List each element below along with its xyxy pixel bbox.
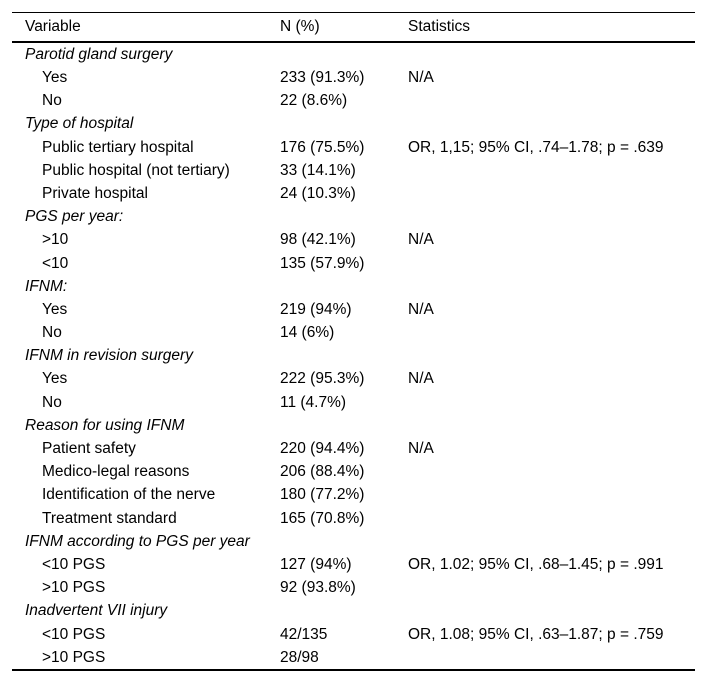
variable-cell: Yes: [42, 69, 68, 87]
variable-cell: >10 PGS: [42, 579, 106, 597]
table-row: No 11 (4.7%): [12, 391, 695, 414]
table-row: No 14 (6%): [12, 321, 695, 344]
stats-cell: N/A: [408, 370, 434, 388]
table-row: Identification of the nerve 180 (77.2%): [12, 484, 695, 507]
n-cell: 92 (93.8%): [280, 579, 356, 597]
stats-cell: OR, 1.08; 95% CI, .63–1.87; p = .759: [408, 625, 664, 643]
section-label: Reason for using IFNM: [25, 416, 185, 434]
n-cell: 22 (8.6%): [280, 92, 348, 110]
section-header-row: IFNM in revision surgery: [12, 344, 695, 367]
n-cell: 33 (14.1%): [280, 161, 356, 179]
table-row: No 22 (8.6%): [12, 89, 695, 112]
n-cell: 98 (42.1%): [280, 231, 356, 249]
variable-cell: No: [42, 324, 62, 342]
column-header-statistics: Statistics: [408, 18, 471, 36]
statistics-table: Variable N (%) Statistics Parotid gland …: [12, 12, 695, 672]
table-row: >10 98 (42.1%) N/A: [12, 229, 695, 252]
n-cell: 219 (94%): [280, 300, 352, 318]
stats-cell: OR, 1.02; 95% CI, .68–1.45; p = .991: [408, 555, 664, 573]
n-cell: 24 (10.3%): [280, 184, 356, 202]
variable-cell: Treatment standard: [42, 509, 177, 527]
table-row: >10 PGS 28/98: [12, 646, 695, 669]
table-row: Public tertiary hospital 176 (75.5%) OR,…: [12, 136, 695, 159]
variable-cell: <10 PGS: [42, 625, 106, 643]
variable-cell: Medico-legal reasons: [42, 463, 190, 481]
section-label: Type of hospital: [25, 115, 134, 133]
table-row: <10 135 (57.9%): [12, 252, 695, 275]
n-cell: 206 (88.4%): [280, 463, 365, 481]
n-cell: 42/135: [280, 625, 328, 643]
table-row: <10 PGS 127 (94%) OR, 1.02; 95% CI, .68–…: [12, 553, 695, 576]
n-cell: 28/98: [280, 648, 319, 666]
table-row: Private hospital 24 (10.3%): [12, 182, 695, 205]
table-row: <10 PGS 42/135 OR, 1.08; 95% CI, .63–1.8…: [12, 623, 695, 646]
table-row: >10 PGS 92 (93.8%): [12, 576, 695, 599]
stats-cell: N/A: [408, 69, 434, 87]
table-row: Yes 222 (95.3%) N/A: [12, 368, 695, 391]
n-cell: 220 (94.4%): [280, 440, 365, 458]
variable-cell: Public hospital (not tertiary): [42, 161, 230, 179]
section-header-row: Inadvertent VII injury: [12, 600, 695, 623]
section-label: IFNM according to PGS per year: [25, 532, 250, 550]
variable-cell: Patient safety: [42, 440, 136, 458]
section-header-row: IFNM:: [12, 275, 695, 298]
table-row: Treatment standard 165 (70.8%): [12, 507, 695, 530]
variable-cell: Identification of the nerve: [42, 486, 216, 504]
section-header-row: Parotid gland surgery: [12, 43, 695, 66]
table-row: Medico-legal reasons 206 (88.4%): [12, 460, 695, 483]
n-cell: 233 (91.3%): [280, 69, 365, 87]
section-header-row: PGS per year:: [12, 205, 695, 228]
n-cell: 165 (70.8%): [280, 509, 365, 527]
table-row: Yes 219 (94%) N/A: [12, 298, 695, 321]
variable-cell: No: [42, 393, 62, 411]
table-row: Yes 233 (91.3%) N/A: [12, 66, 695, 89]
column-header-n-percent: N (%): [280, 18, 320, 36]
n-cell: 11 (4.7%): [280, 393, 347, 411]
section-label: Parotid gland surgery: [25, 45, 173, 63]
n-cell: 135 (57.9%): [280, 254, 365, 272]
variable-cell: No: [42, 92, 62, 110]
variable-cell: Public tertiary hospital: [42, 138, 194, 156]
stats-cell: N/A: [408, 440, 434, 458]
variable-cell: <10 PGS: [42, 555, 106, 573]
variable-cell: Yes: [42, 370, 68, 388]
variable-cell: Yes: [42, 300, 68, 318]
table-header-row: Variable N (%) Statistics: [12, 13, 695, 43]
variable-cell: >10: [42, 231, 69, 249]
column-header-variable: Variable: [25, 18, 81, 36]
table-row: Public hospital (not tertiary) 33 (14.1%…: [12, 159, 695, 182]
variable-cell: >10 PGS: [42, 648, 106, 666]
section-label: IFNM:: [25, 277, 68, 295]
n-cell: 14 (6%): [280, 324, 335, 342]
stats-cell: N/A: [408, 231, 434, 249]
section-header-row: Reason for using IFNM: [12, 414, 695, 437]
section-header-row: Type of hospital: [12, 113, 695, 136]
table-row: Patient safety 220 (94.4%) N/A: [12, 437, 695, 460]
variable-cell: Private hospital: [42, 184, 148, 202]
section-label: PGS per year:: [25, 208, 124, 226]
section-header-row: IFNM according to PGS per year: [12, 530, 695, 553]
stats-cell: N/A: [408, 300, 434, 318]
n-cell: 222 (95.3%): [280, 370, 365, 388]
n-cell: 127 (94%): [280, 555, 352, 573]
variable-cell: <10: [42, 254, 69, 272]
stats-cell: OR, 1,15; 95% CI, .74–1.78; p = .639: [408, 138, 664, 156]
n-cell: 176 (75.5%): [280, 138, 365, 156]
n-cell: 180 (77.2%): [280, 486, 365, 504]
section-label: IFNM in revision surgery: [25, 347, 193, 365]
section-label: Inadvertent VII injury: [25, 602, 168, 620]
